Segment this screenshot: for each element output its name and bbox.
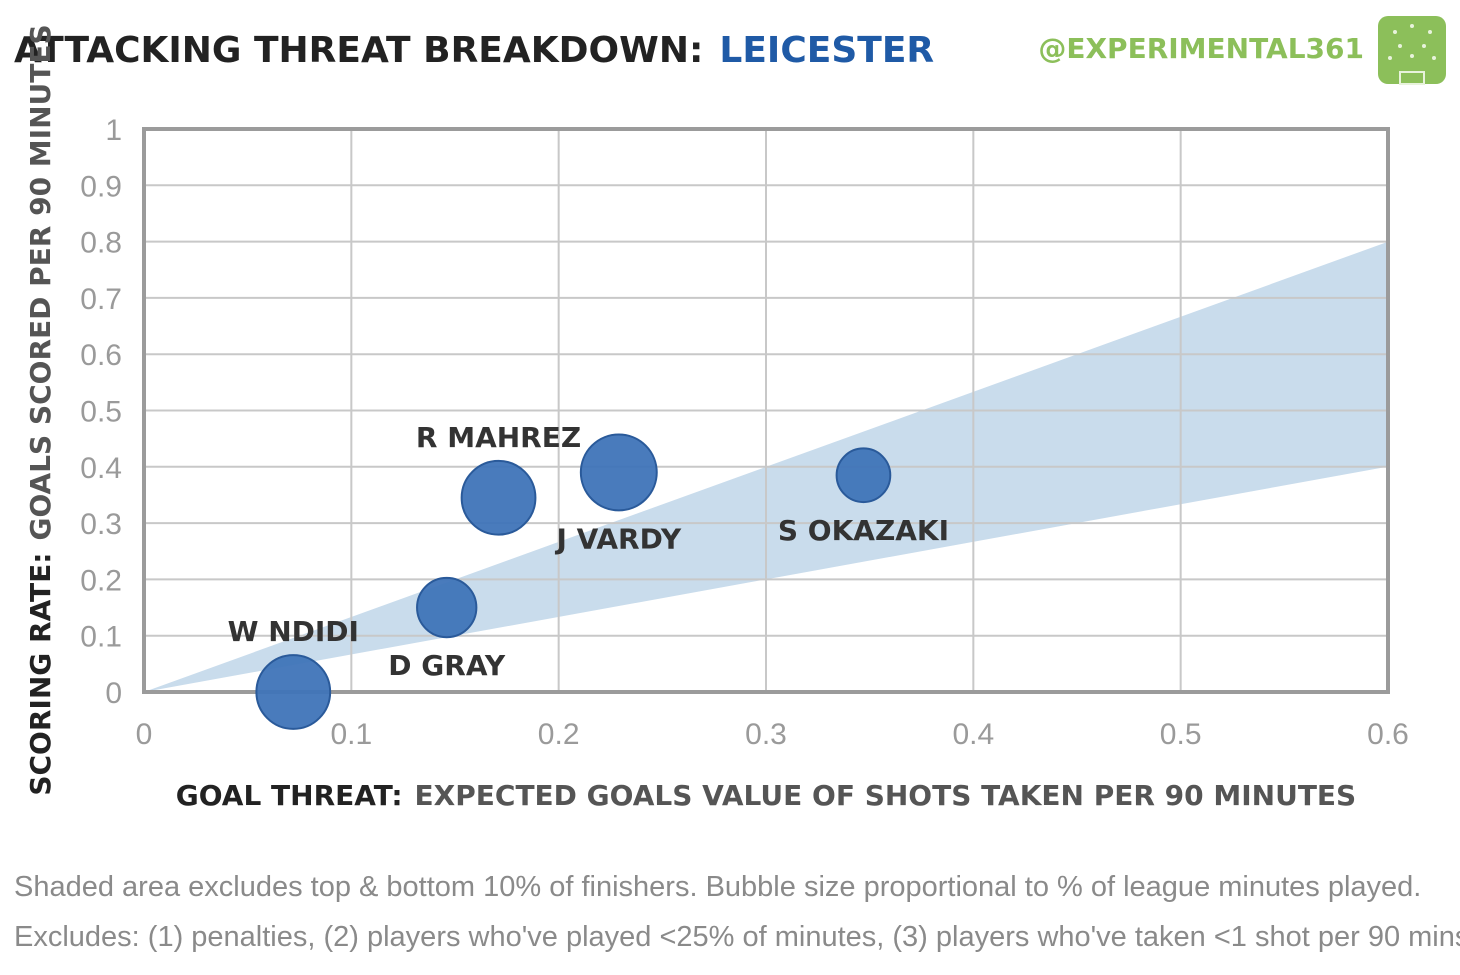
y-tick-label: 0.9 (80, 170, 122, 203)
y-tick-label: 0.5 (80, 396, 122, 429)
x-tick-label: 0.4 (952, 718, 994, 751)
x-axis-label-prefix: GOAL THREAT: (176, 779, 403, 812)
y-tick-label: 0.2 (80, 564, 122, 597)
x-tick-label: 0 (136, 718, 153, 751)
player-label: D GRAY (388, 649, 506, 682)
bubbles-layer (255, 433, 892, 730)
player-bubble (460, 459, 537, 536)
x-axis-label: GOAL THREAT: EXPECTED GOALS VALUE OF SHO… (176, 779, 1356, 812)
footnote-1: Shaded area excludes top & bottom 10% of… (14, 871, 1421, 903)
x-ticks-layer: 0 0.1 0.2 0.3 0.4 0.5 0.6 (136, 718, 1409, 751)
y-tick-label: 0.7 (80, 283, 122, 316)
player-label: R MAHREZ (416, 421, 581, 454)
player-label: S OKAZAKI (778, 514, 949, 547)
player-bubble (835, 447, 892, 504)
player-labels-layer: W NDIDI D GRAY R MAHREZ J VARDY S OKAZAKI (228, 421, 949, 682)
x-tick-label: 0.3 (745, 718, 787, 751)
y-tick-label: 0.4 (80, 452, 122, 485)
y-tick-label: 1 (105, 114, 122, 147)
player-label: J VARDY (554, 522, 681, 555)
y-axis-label-prefix: SCORING RATE: (24, 553, 57, 796)
x-tick-label: 0.5 (1160, 718, 1202, 751)
plot-frame-layer (142, 127, 1390, 694)
y-tick-label: 0 (105, 677, 122, 710)
y-tick-label: 0.8 (80, 227, 122, 260)
y-ticks-layer: 0 0.1 0.2 0.3 0.4 0.5 0.6 0.7 0.8 0.9 1 (80, 114, 122, 710)
player-bubble (255, 654, 332, 730)
x-axis-label-text: EXPECTED GOALS VALUE OF SHOTS TAKEN PER … (415, 779, 1357, 812)
player-label: W NDIDI (228, 615, 359, 648)
y-tick-label: 0.6 (80, 339, 122, 372)
player-bubble (416, 576, 478, 639)
y-axis-label-text: GOALS SCORED PER 90 MINUTES (24, 24, 57, 540)
y-axis-label: SCORING RATE: GOALS SCORED PER 90 MINUTE… (24, 24, 57, 795)
x-tick-label: 0.6 (1367, 718, 1409, 751)
y-tick-label: 0.3 (80, 508, 122, 541)
footnote-2: Excludes: (1) penalties, (2) players who… (14, 921, 1460, 953)
x-tick-label: 0.2 (538, 718, 580, 751)
chart-title: ATTACKING THREAT BREAKDOWN: LEICESTER (14, 30, 934, 71)
twitter-handle: @EXPERIMENTAL361 (1038, 32, 1364, 65)
y-tick-label: 0.1 (80, 621, 122, 654)
title-prefix: ATTACKING THREAT BREAKDOWN: (14, 30, 703, 71)
grid-layer (144, 129, 1388, 692)
x-tick-label: 0.1 (330, 718, 372, 751)
pitch-logo-icon (1378, 16, 1446, 85)
title-team: LEICESTER (719, 30, 934, 71)
plot-frame (142, 127, 1390, 694)
player-bubble (579, 433, 658, 512)
